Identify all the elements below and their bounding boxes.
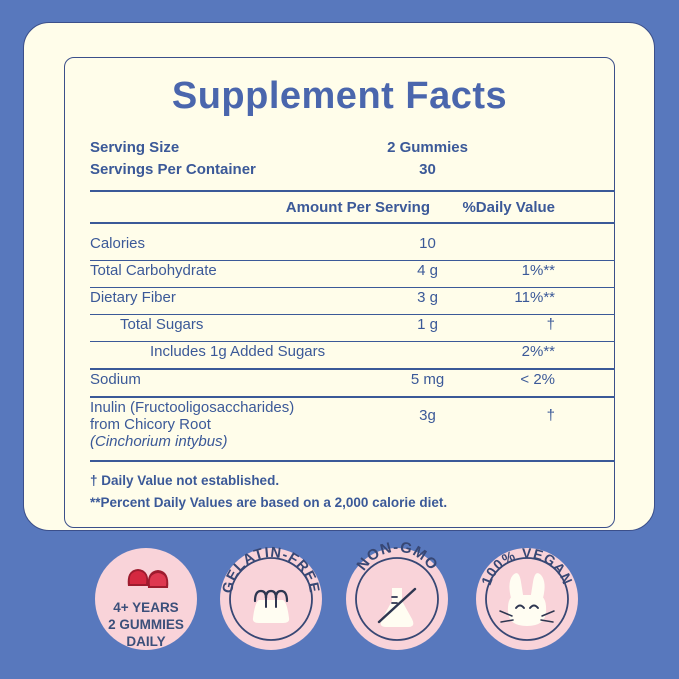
svg-text:DAILY: DAILY (126, 634, 165, 649)
svg-text:2 GUMMIES: 2 GUMMIES (108, 617, 184, 632)
svg-text:4+ YEARS: 4+ YEARS (113, 600, 178, 615)
